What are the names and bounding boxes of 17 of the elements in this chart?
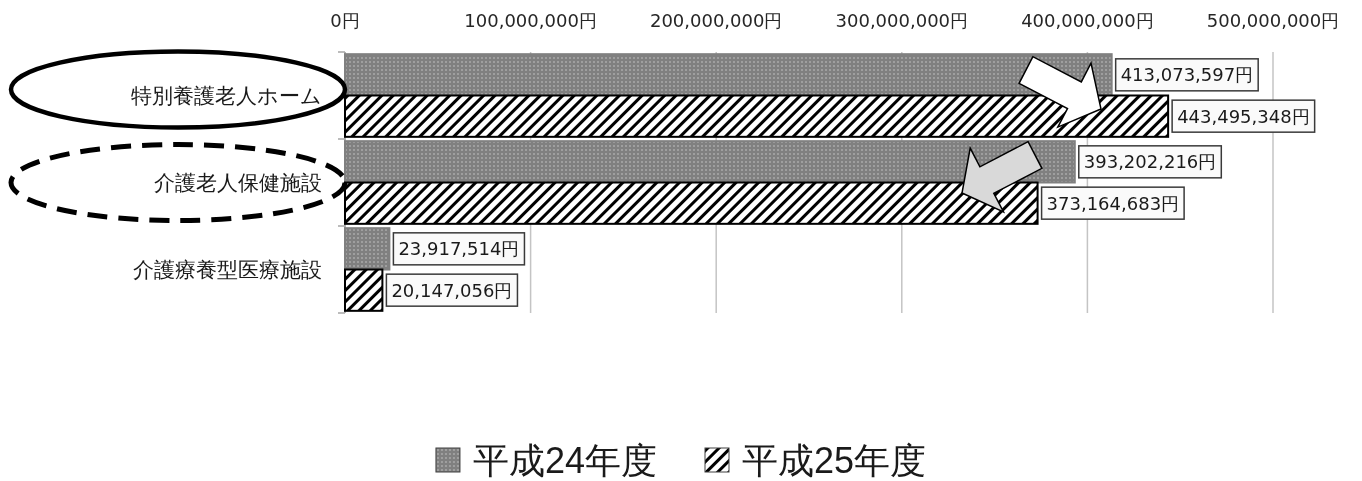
x-tick-label: 0円 xyxy=(330,9,360,31)
x-tick-label: 200,000,000円 xyxy=(649,9,783,31)
data-label: 393,202,216円 xyxy=(1083,151,1217,173)
legend-label: 平成24年度 xyxy=(472,439,657,481)
x-tick-label: 500,000,000円 xyxy=(1206,9,1340,31)
data-label: 20,147,056円 xyxy=(391,279,513,301)
x-tick-label: 300,000,000円 xyxy=(835,9,969,31)
data-label: 373,164,683円 xyxy=(1046,192,1180,214)
y-tick-label: 介護老人保健施設 xyxy=(154,171,322,194)
data-label: 443,495,348円 xyxy=(1177,105,1310,127)
y-tick-label: 介護療養型医療施設 xyxy=(133,258,322,281)
data-label: 413,073,597円 xyxy=(1120,64,1254,86)
data-label: 23,917,514円 xyxy=(398,238,520,260)
legend-label: 平成25年度 xyxy=(742,439,927,481)
x-tick-label: 100,000,000円 xyxy=(464,9,597,31)
y-tick-label: 特別養護老人ホーム xyxy=(131,84,322,107)
x-tick-label: 400,000,000円 xyxy=(1021,9,1154,31)
